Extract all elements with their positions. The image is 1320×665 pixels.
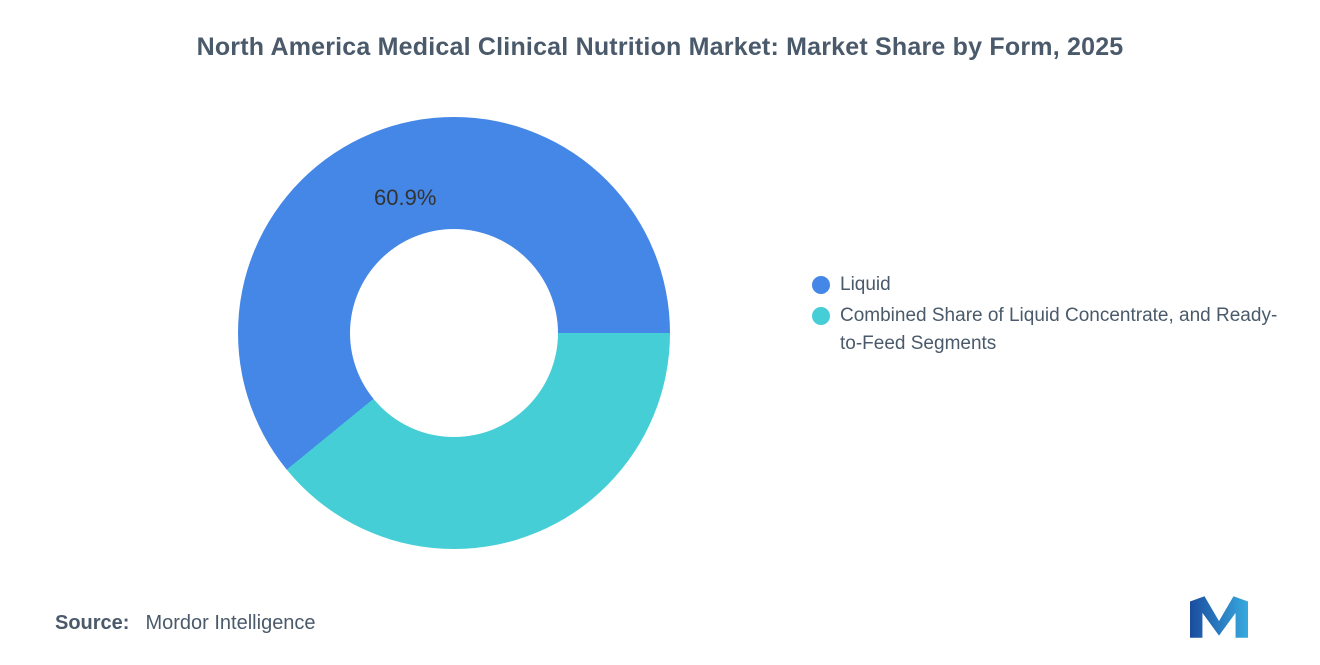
legend-label-liquid: Liquid: [840, 274, 891, 295]
legend-label-combined: Combined Share of Liquid Concentrate, an…: [840, 305, 1278, 354]
legend-item-combined[interactable]: Combined Share of Liquid Concentrate, an…: [812, 302, 1285, 358]
source-line: Source: Mordor Intelligence: [55, 612, 316, 635]
chart-title: North America Medical Clinical Nutrition…: [196, 33, 1124, 61]
slice-data-label: 60.9%: [374, 185, 437, 210]
legend-item-liquid[interactable]: Liquid: [812, 271, 1285, 299]
logo-m-glyph: [1190, 596, 1248, 638]
donut-hole: [350, 229, 558, 437]
legend-swatch-combined: [812, 307, 830, 325]
donut-chart-area: 60.9%: [238, 117, 670, 549]
source-value: Mordor Intelligence: [145, 612, 316, 634]
source-label: Source:: [55, 612, 130, 634]
mordor-intelligence-logo: [1190, 596, 1248, 638]
legend: Liquid Combined Share of Liquid Concentr…: [812, 271, 1285, 361]
legend-swatch-liquid: [812, 276, 830, 294]
